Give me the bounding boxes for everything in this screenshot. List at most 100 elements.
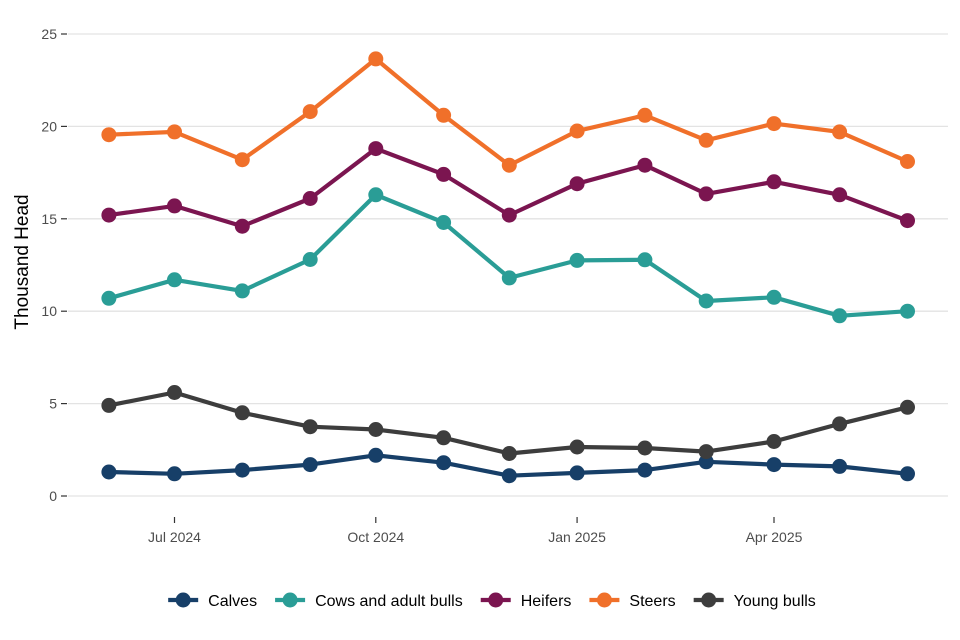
legend-item-calves: Calves <box>168 592 257 610</box>
data-point-steers <box>766 116 782 132</box>
series-steers <box>101 51 915 173</box>
legend-key-point <box>175 592 191 608</box>
data-point-heifers <box>569 176 585 192</box>
y-axis-ticks: 0 5 10 15 20 25 <box>41 26 67 504</box>
legend-item-heifers: Heifers <box>480 592 572 610</box>
data-point-heifers <box>436 166 452 182</box>
data-point-young-bulls <box>234 405 250 421</box>
data-point-steers <box>368 51 384 67</box>
data-point-young-bulls <box>698 444 714 460</box>
data-point-young-bulls <box>766 434 782 449</box>
y-tick-label: 25 <box>41 26 57 42</box>
data-point-heifers <box>637 157 653 173</box>
series-line-steers <box>106 56 910 168</box>
y-tick-label: 10 <box>41 303 57 319</box>
data-point-steers <box>569 123 585 139</box>
data-point-calves <box>637 462 653 478</box>
data-point-cows-and-adult-bulls <box>637 252 653 268</box>
legend-item-cows-and-adult-bulls: Cows and adult bulls <box>275 592 463 610</box>
legend-label: Calves <box>208 593 257 610</box>
data-point-calves <box>501 468 517 484</box>
data-point-calves <box>368 447 384 463</box>
data-point-cows-and-adult-bulls <box>900 303 915 319</box>
data-point-steers <box>832 124 848 140</box>
data-point-cows-and-adult-bulls <box>501 270 517 286</box>
series-calves <box>101 447 915 484</box>
data-point-heifers <box>302 191 318 206</box>
data-point-young-bulls <box>637 440 653 456</box>
data-point-heifers <box>368 141 384 157</box>
data-point-steers <box>436 107 452 123</box>
data-point-young-bulls <box>501 446 517 461</box>
data-point-heifers <box>900 213 915 229</box>
data-point-calves <box>436 455 452 471</box>
data-point-calves <box>302 457 318 473</box>
legend-key-point <box>282 592 298 608</box>
data-point-calves <box>900 466 915 482</box>
legend-key-point <box>701 592 717 608</box>
data-point-steers <box>167 124 182 140</box>
x-tick-label: Apr 2025 <box>746 529 803 545</box>
data-point-young-bulls <box>167 385 182 400</box>
data-point-young-bulls <box>101 397 117 413</box>
legend-item-steers: Steers <box>589 592 676 610</box>
legend: Calves Cows and adult bulls Heifers Steers Y… <box>168 592 816 610</box>
series-lines <box>101 51 915 484</box>
data-point-cows-and-adult-bulls <box>101 290 117 306</box>
data-point-calves <box>167 466 182 482</box>
data-point-cows-and-adult-bulls <box>698 293 714 309</box>
data-point-cows-and-adult-bulls <box>302 252 318 267</box>
data-point-steers <box>101 127 117 143</box>
data-point-heifers <box>698 186 714 202</box>
legend-item-young-bulls: Young bulls <box>693 592 816 610</box>
data-point-cows-and-adult-bulls <box>234 283 250 299</box>
data-point-young-bulls <box>569 439 585 455</box>
data-point-calves <box>101 464 117 480</box>
data-point-calves <box>832 458 848 474</box>
y-tick-label: 15 <box>41 211 57 227</box>
data-point-heifers <box>766 174 782 190</box>
data-point-cows-and-adult-bulls <box>436 215 452 230</box>
data-point-steers <box>501 157 517 173</box>
data-point-calves <box>234 462 250 478</box>
legend-key-point <box>596 592 612 608</box>
x-tick-label: Oct 2024 <box>347 529 404 545</box>
y-tick-label: 20 <box>41 118 57 134</box>
series-young-bulls <box>101 385 915 461</box>
y-axis-title: Thousand Head <box>12 194 33 329</box>
data-point-heifers <box>101 207 117 223</box>
data-point-heifers <box>501 207 517 223</box>
data-point-steers <box>234 152 250 168</box>
legend-label: Young bulls <box>734 593 816 610</box>
legend-key-point <box>488 592 504 608</box>
data-point-cows-and-adult-bulls <box>832 308 848 324</box>
y-tick-label: 0 <box>49 488 57 504</box>
data-point-young-bulls <box>436 430 452 446</box>
data-point-young-bulls <box>368 422 384 437</box>
data-point-steers <box>900 154 915 169</box>
data-point-cows-and-adult-bulls <box>766 289 782 305</box>
data-point-young-bulls <box>900 399 915 415</box>
x-tick-label: Jul 2024 <box>148 529 201 545</box>
series-heifers <box>101 141 915 234</box>
data-point-heifers <box>234 218 250 234</box>
legend-label: Heifers <box>521 593 572 610</box>
data-point-heifers <box>167 198 182 214</box>
x-axis-ticks: Jul 2024 Oct 2024 Jan 2025 Apr 2025 <box>148 517 803 545</box>
data-point-young-bulls <box>832 416 848 432</box>
data-point-steers <box>698 132 714 148</box>
data-point-cows-and-adult-bulls <box>368 187 384 203</box>
data-point-calves <box>569 465 585 481</box>
data-point-calves <box>766 457 782 473</box>
series-line-young-bulls <box>106 390 910 456</box>
data-point-cows-and-adult-bulls <box>569 252 585 268</box>
data-point-young-bulls <box>302 419 318 435</box>
data-point-heifers <box>832 187 848 203</box>
gridlines <box>68 33 948 497</box>
y-tick-label: 5 <box>49 396 57 412</box>
data-point-cows-and-adult-bulls <box>167 272 182 288</box>
legend-label: Steers <box>629 593 675 610</box>
x-tick-label: Jan 2025 <box>548 529 606 545</box>
data-point-steers <box>302 104 318 120</box>
